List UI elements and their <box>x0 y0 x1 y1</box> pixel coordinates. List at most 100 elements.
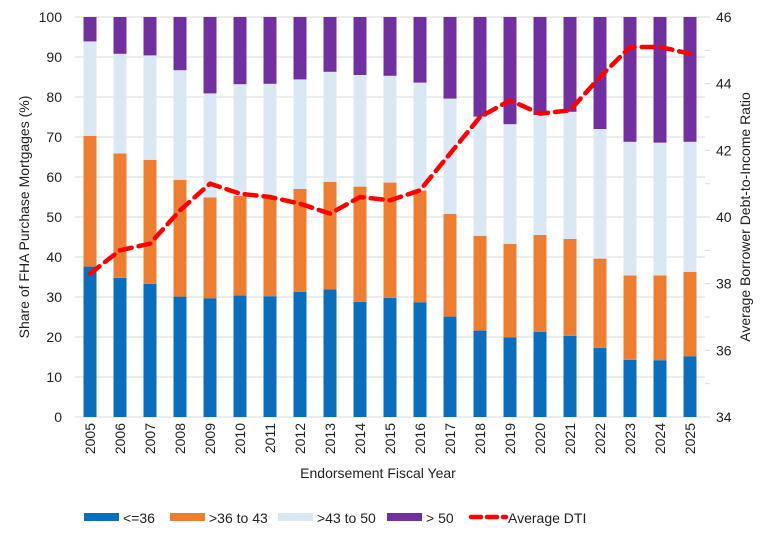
y2-tick-label: 44 <box>716 76 732 92</box>
legend-swatch <box>278 513 313 521</box>
bar-stack <box>353 17 367 417</box>
x-tick-label: 2024 <box>652 423 668 454</box>
x-tick-label: 2021 <box>562 423 578 454</box>
bar-stack <box>263 17 277 417</box>
x-tick-label: 2023 <box>622 423 638 454</box>
bar-segment <box>173 70 187 180</box>
x-tick-label: 2017 <box>442 423 458 454</box>
bar-segment <box>203 197 217 299</box>
bar-segment <box>623 17 637 142</box>
bar-segment <box>443 17 457 99</box>
bar-segment <box>293 189 307 292</box>
bar-segment <box>653 17 667 143</box>
bar-stack <box>113 17 127 417</box>
y2-tick-label: 42 <box>716 142 732 158</box>
y-tick-label: 20 <box>46 329 62 345</box>
bar-stack <box>503 17 517 417</box>
bar-segment <box>473 116 487 236</box>
x-tick-label: 2011 <box>262 423 278 453</box>
bar-segment <box>323 17 337 72</box>
x-tick-label: 2005 <box>82 423 98 454</box>
bar-segment <box>353 17 367 75</box>
bar-segment <box>233 17 247 85</box>
y2-axis-label: Average Borrower Debt-to-Income Ratio <box>737 92 753 342</box>
legend-swatch <box>170 513 205 521</box>
bar-segment <box>563 239 577 336</box>
y-tick-label: 50 <box>46 209 62 225</box>
bar-segment <box>533 17 547 115</box>
bar-segment <box>443 213 457 317</box>
legend-label: >36 to 43 <box>209 510 268 526</box>
bar-segment <box>383 17 397 76</box>
x-tick-label: 2016 <box>412 423 428 454</box>
bar-stack <box>323 17 337 417</box>
bar-segment <box>623 275 637 360</box>
legend-item: > 50 <box>387 510 454 526</box>
legend-item: Average DTI <box>468 510 586 526</box>
bar-segment <box>143 159 157 284</box>
bar-segment <box>173 179 187 297</box>
bar-segment <box>233 295 247 417</box>
bar-segment <box>173 296 187 417</box>
bar-segment <box>143 283 157 417</box>
dti-line-layer <box>87 44 693 276</box>
x-axis-label: Endorsement Fiscal Year <box>300 465 456 481</box>
bar-segment <box>623 359 637 417</box>
bar-segment <box>443 316 457 417</box>
bar-segment <box>503 124 517 244</box>
bar-segment <box>533 115 547 235</box>
bar-segment <box>413 17 427 83</box>
bar-segment <box>263 296 277 417</box>
x-tick-label: 2022 <box>592 423 608 454</box>
bar-segment <box>383 297 397 417</box>
bar-segment <box>563 335 577 417</box>
y-axis-label: Share of FHA Purchase Mortgages (%) <box>16 96 32 339</box>
bar-segment <box>683 141 697 272</box>
bar-segment <box>173 17 187 71</box>
bar-segment <box>113 153 127 278</box>
bar-segment <box>233 84 247 196</box>
bar-stack <box>143 17 157 417</box>
bar-segment <box>353 75 367 187</box>
y-tick-label: 80 <box>46 89 62 105</box>
y-tick-label: 30 <box>46 289 62 305</box>
left-axis-ticks: 0 10 20 30 40 50 60 70 80 90 100 <box>39 9 63 425</box>
bar-segment <box>503 337 517 417</box>
y-tick-label: 70 <box>46 129 62 145</box>
bar-segment <box>683 271 697 357</box>
bar-segment <box>653 275 667 361</box>
legend-swatch <box>84 513 119 521</box>
y-tick-label: 40 <box>46 249 62 265</box>
y-tick-label: 100 <box>39 9 63 25</box>
bar-segment <box>653 142 667 276</box>
x-tick-label: 2015 <box>382 423 398 454</box>
bar-stack <box>413 17 427 417</box>
bar-segment <box>533 235 547 332</box>
bar-segment <box>353 301 367 417</box>
legend-label: <=36 <box>123 510 155 526</box>
legend-item: >43 to 50 <box>278 510 376 526</box>
bar-segment <box>413 190 427 303</box>
legend-swatch <box>387 513 422 521</box>
bar-segment <box>113 277 127 417</box>
bar-stack <box>623 17 637 417</box>
bar-segment <box>473 235 487 331</box>
bar-segment <box>323 181 337 290</box>
bar-stack <box>383 17 397 417</box>
bar-segment <box>203 17 217 94</box>
bar-segment <box>263 195 277 297</box>
bar-segment <box>323 289 337 417</box>
legend-label: Average DTI <box>508 510 586 526</box>
bar-segment <box>203 298 217 417</box>
x-tick-label: 2006 <box>112 423 128 454</box>
x-axis-ticks: 2005 2006 2007 2008 2009 2010 2011 2012 2013 2014… <box>82 423 698 454</box>
bar-segment <box>323 71 337 182</box>
bar-segment <box>383 75 397 183</box>
bar-segment <box>653 360 667 417</box>
y-tick-label: 60 <box>46 169 62 185</box>
bar-segment <box>533 331 547 417</box>
x-tick-label: 2007 <box>142 423 158 454</box>
bar-segment <box>383 182 397 298</box>
bar-stack <box>683 17 697 417</box>
